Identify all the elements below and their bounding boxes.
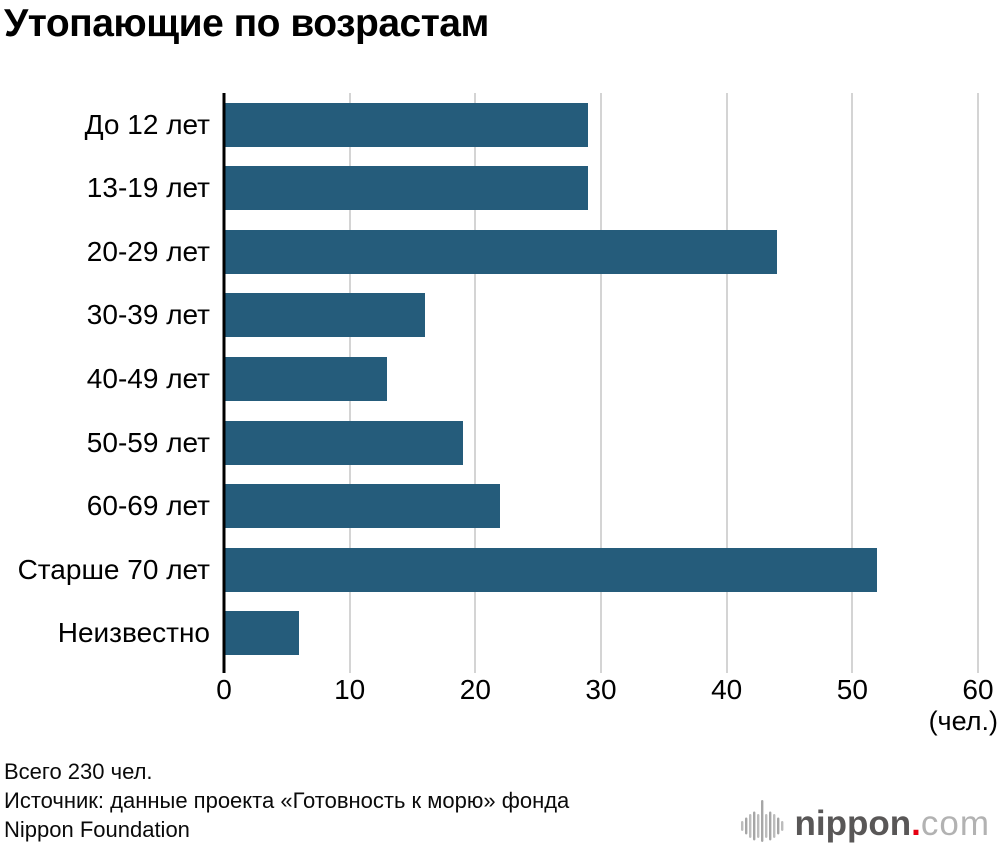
logo-text-dot: . (911, 804, 921, 843)
bar-row (224, 220, 978, 284)
logo-text-suffix: com (920, 804, 990, 843)
category-label: Неизвестно (57, 617, 210, 649)
bar (224, 293, 426, 338)
category-label: 13-19 лет (86, 172, 210, 204)
x-tick-label: 60 (962, 674, 994, 705)
bar-row (224, 602, 978, 666)
x-axis-tick-labels: 0 10 20 30 40 50 60 (216, 674, 993, 705)
total-note: Всего 230 чел. (4, 759, 153, 784)
x-tick-label: 50 (836, 674, 868, 705)
plot-area (222, 93, 979, 673)
category-axis-labels: До 12 лет 13-19 лет 20-29 лет 30-39 лет 40-4… (0, 93, 210, 665)
x-tick-label: 20 (459, 674, 491, 705)
gridline (725, 93, 728, 673)
chart-title: Утопающие по возрастам (4, 2, 489, 45)
bars-container (224, 93, 978, 665)
bar (224, 611, 300, 656)
x-axis-unit-label: (чел.) (928, 706, 998, 736)
bar (224, 229, 777, 274)
x-tick-label: 30 (585, 674, 617, 705)
bar (224, 166, 589, 211)
footer-notes: Всего 230 чел. Источник: данные проекта … (4, 757, 569, 844)
bar (224, 102, 589, 147)
bar-row (224, 411, 978, 475)
category-label: 50-59 лет (86, 426, 210, 458)
soundwave-circle-icon (740, 800, 783, 842)
gridline (474, 93, 477, 673)
category-label: 30-39 лет (86, 299, 210, 331)
bar-row (224, 347, 978, 411)
bar-row (224, 538, 978, 602)
category-label: 40-49 лет (86, 363, 210, 395)
source-note-line2: Nippon Foundation (4, 817, 190, 842)
bar-row (224, 157, 978, 221)
y-axis-line (222, 93, 226, 673)
bar (224, 484, 501, 529)
x-tick-label: 40 (711, 674, 743, 705)
gridline (851, 93, 854, 673)
bar-row (224, 284, 978, 348)
category-label: 60-69 лет (86, 490, 210, 522)
category-label: 20-29 лет (86, 235, 210, 267)
x-tick-label: 10 (334, 674, 366, 705)
bar-row (224, 93, 978, 157)
logo-text-main: nippon (794, 804, 912, 843)
x-tick-label: 0 (216, 674, 232, 705)
nippon-com-logo: nippon.com (739, 799, 990, 849)
nippon-com-wordmark: nippon.com (795, 804, 990, 844)
source-note-line1: Источник: данные проекта «Готовность к м… (4, 788, 570, 813)
bar (224, 547, 878, 592)
bar (224, 357, 388, 402)
bar-row (224, 474, 978, 538)
category-label: Старше 70 лет (17, 553, 210, 585)
gridline (977, 93, 979, 673)
bar (224, 420, 463, 465)
category-label: До 12 лет (84, 108, 210, 140)
gridline (600, 93, 602, 673)
